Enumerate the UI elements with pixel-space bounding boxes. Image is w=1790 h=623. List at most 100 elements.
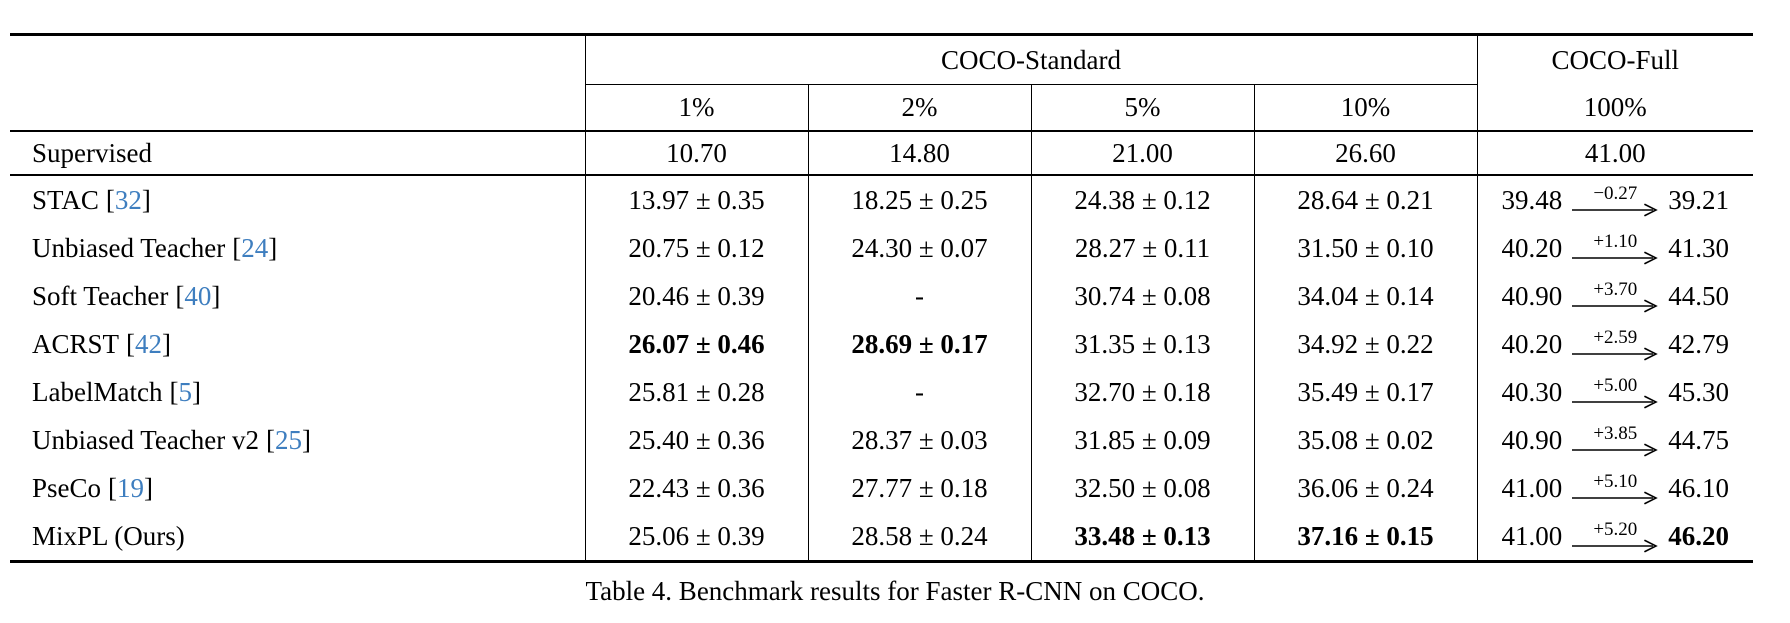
citation-link[interactable]: [42]	[126, 329, 171, 359]
gain-arrow: +5.10	[1571, 472, 1659, 505]
metric-cell: 25.06 ± 0.39	[584, 512, 808, 562]
benchmark-table: COCO-Standard COCO-Full 1% 2% 5% 10% 100…	[10, 33, 1754, 563]
right-arrow-icon	[1572, 203, 1659, 216]
citation-link[interactable]: [19]	[108, 473, 153, 503]
group-header-row: COCO-Standard COCO-Full	[10, 34, 1753, 85]
value-after: 41.30	[1668, 232, 1730, 263]
cite-bracket: [	[175, 280, 185, 311]
table-row: Unbiased Teacher v2 [25] 25.40 ± 0.36 28.…	[10, 416, 1754, 464]
metric-cell: 31.85 ± 0.09	[1030, 416, 1254, 464]
citation-link[interactable]: [32]	[106, 185, 151, 215]
gain-label: +5.00	[1593, 374, 1638, 396]
column-header-5pct: 5%	[1030, 84, 1254, 132]
value-before: 40.30	[1501, 376, 1563, 407]
cite-number: 5	[178, 376, 192, 407]
value-after: 42.79	[1668, 328, 1730, 359]
full-metric-cell: 41.00 +5.20 46.20	[1476, 512, 1754, 562]
table-row: PseCo [19] 22.43 ± 0.36 27.77 ± 0.18 32.5…	[10, 464, 1754, 512]
gain-label: −0.27	[1593, 182, 1638, 204]
cite-bracket: [	[232, 232, 242, 263]
value-before: 41.00	[1501, 520, 1563, 551]
full-metric-cell: 41.00 +5.10 46.10	[1476, 464, 1754, 512]
right-arrow-icon	[1572, 539, 1659, 552]
table-row: Unbiased Teacher [24] 20.75 ± 0.12 24.30 …	[10, 224, 1754, 272]
right-arrow-icon	[1572, 299, 1659, 312]
metric-cell: 30.74 ± 0.08	[1030, 272, 1254, 320]
column-header-row: 1% 2% 5% 10% 100%	[10, 84, 1754, 132]
metric-cell: 25.40 ± 0.36	[584, 416, 808, 464]
right-arrow-icon	[1572, 251, 1659, 264]
citation-link[interactable]: [25]	[266, 425, 311, 455]
metric-cell: 37.16 ± 0.15	[1253, 512, 1478, 562]
metric-cell: 34.92 ± 0.22	[1253, 320, 1478, 368]
citation-link[interactable]: [5]	[169, 377, 201, 407]
empty-corner-cell	[10, 84, 585, 132]
citation-link[interactable]: [40]	[175, 281, 220, 311]
metric-cell: 22.43 ± 0.36	[584, 464, 808, 512]
metric-cell: 41.00	[1476, 131, 1754, 176]
improvement-annotation: 40.30 +5.00 45.30	[1501, 376, 1730, 409]
value-before: 40.20	[1501, 328, 1563, 359]
gain-label: +3.70	[1593, 278, 1638, 300]
value-after: 46.10	[1668, 472, 1730, 503]
improvement-annotation: 40.20 +2.59 42.79	[1501, 326, 1730, 361]
value-after: 39.21	[1668, 184, 1730, 215]
gain-arrow: +1.10	[1571, 232, 1659, 265]
gain-label: +5.10	[1593, 470, 1638, 492]
metric-cell: 24.30 ± 0.07	[807, 224, 1031, 272]
full-metric-cell: 40.20 +2.59 42.79	[1476, 320, 1754, 368]
table-row: STAC [32] 13.97 ± 0.35 18.25 ± 0.25 24.38…	[10, 175, 1754, 224]
method-cell: Soft Teacher [40]	[10, 272, 585, 320]
method-name: LabelMatch	[32, 376, 163, 407]
method-name: STAC	[32, 184, 99, 215]
metric-cell: 24.38 ± 0.12	[1030, 175, 1254, 224]
metric-cell: 21.00	[1030, 131, 1254, 176]
full-metric-cell: 40.90 +3.70 44.50	[1476, 272, 1754, 320]
metric-cell: 18.25 ± 0.25	[807, 175, 1031, 224]
metric-cell: 20.75 ± 0.12	[584, 224, 808, 272]
metric-cell: 26.07 ± 0.46	[584, 320, 808, 368]
metric-cell: 35.08 ± 0.02	[1253, 416, 1478, 464]
cite-number: 24	[241, 232, 269, 263]
method-name: MixPL (Ours)	[32, 520, 185, 551]
method-name: Unbiased Teacher v2	[32, 424, 260, 455]
method-name: Unbiased Teacher	[32, 232, 226, 263]
improvement-annotation: 40.90 +3.85 44.75	[1502, 424, 1729, 457]
right-arrow-icon	[1572, 491, 1659, 504]
cite-bracket: [	[105, 184, 115, 215]
metric-cell: 13.97 ± 0.35	[584, 175, 808, 224]
value-after: 44.50	[1668, 280, 1730, 311]
gain-label: +2.59	[1593, 326, 1638, 348]
method-cell: Unbiased Teacher v2 [25]	[10, 416, 585, 464]
value-after: 45.30	[1668, 376, 1730, 407]
metric-cell: 14.80	[807, 131, 1031, 176]
gain-arrow: +3.85	[1571, 424, 1659, 457]
table-caption: Table 4. Benchmark results for Faster R-…	[585, 576, 1205, 606]
gain-arrow: +5.00	[1571, 376, 1659, 409]
cite-bracket: [	[169, 376, 179, 407]
cite-number: 42	[135, 328, 163, 359]
method-name: Soft Teacher	[32, 280, 169, 311]
column-header-10pct: 10%	[1253, 84, 1478, 132]
value-before: 39.48	[1501, 184, 1563, 215]
metric-cell: 28.27 ± 0.11	[1030, 224, 1254, 272]
method-cell: STAC [32]	[10, 175, 585, 224]
citation-link[interactable]: [24]	[232, 233, 277, 263]
table-row: LabelMatch [5] 25.81 ± 0.28 - 32.70 ± 0.1…	[10, 368, 1754, 416]
metric-cell: 28.58 ± 0.24	[807, 512, 1031, 562]
gain-label: +5.20	[1593, 518, 1638, 540]
cite-bracket: ]	[302, 424, 312, 455]
method-cell: ACRST [42]	[10, 320, 585, 368]
method-cell: LabelMatch [5]	[10, 368, 585, 416]
cite-number: 25	[275, 424, 303, 455]
right-arrow-icon	[1572, 395, 1659, 408]
method-name: PseCo	[32, 472, 102, 503]
full-metric-cell: 39.48 −0.27 39.21	[1476, 175, 1754, 224]
cite-number: 19	[117, 472, 145, 503]
value-before: 40.20	[1501, 232, 1563, 263]
improvement-annotation: 40.90 +3.70 44.50	[1502, 278, 1730, 313]
metric-cell: -	[807, 272, 1031, 320]
metric-cell: 28.37 ± 0.03	[807, 416, 1031, 464]
cite-bracket: [	[126, 328, 136, 359]
column-header-2pct: 2%	[807, 84, 1031, 132]
